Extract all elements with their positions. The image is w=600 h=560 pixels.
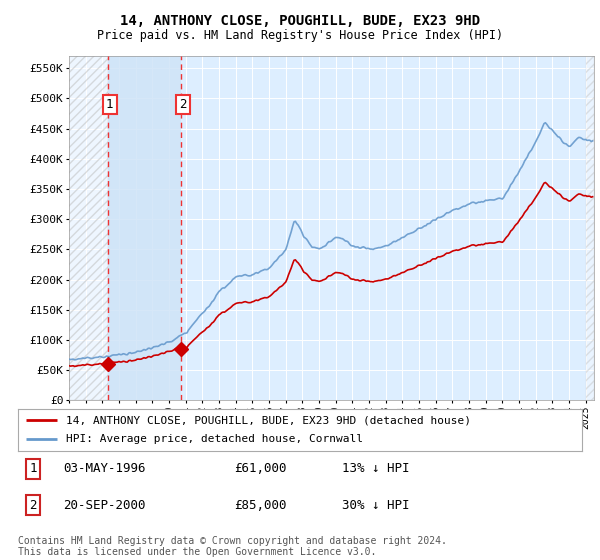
Text: 14, ANTHONY CLOSE, POUGHILL, BUDE, EX23 9HD (detached house): 14, ANTHONY CLOSE, POUGHILL, BUDE, EX23 … [66, 415, 471, 425]
Text: 20-SEP-2000: 20-SEP-2000 [63, 498, 146, 512]
Text: 2: 2 [29, 498, 37, 512]
Text: 13% ↓ HPI: 13% ↓ HPI [342, 462, 409, 475]
Text: 1: 1 [106, 98, 113, 111]
Text: HPI: Average price, detached house, Cornwall: HPI: Average price, detached house, Corn… [66, 435, 363, 445]
Text: 30% ↓ HPI: 30% ↓ HPI [342, 498, 409, 512]
Text: £85,000: £85,000 [234, 498, 287, 512]
Text: 2: 2 [179, 98, 187, 111]
Text: £61,000: £61,000 [234, 462, 287, 475]
Bar [586, 56, 594, 400]
Text: 14, ANTHONY CLOSE, POUGHILL, BUDE, EX23 9HD: 14, ANTHONY CLOSE, POUGHILL, BUDE, EX23 … [120, 14, 480, 28]
Text: Contains HM Land Registry data © Crown copyright and database right 2024.
This d: Contains HM Land Registry data © Crown c… [18, 535, 447, 557]
Text: Price paid vs. HM Land Registry's House Price Index (HPI): Price paid vs. HM Land Registry's House … [97, 29, 503, 42]
Bar [69, 56, 108, 400]
Text: 1: 1 [29, 462, 37, 475]
Bar [108, 56, 181, 400]
Text: 03-MAY-1996: 03-MAY-1996 [63, 462, 146, 475]
